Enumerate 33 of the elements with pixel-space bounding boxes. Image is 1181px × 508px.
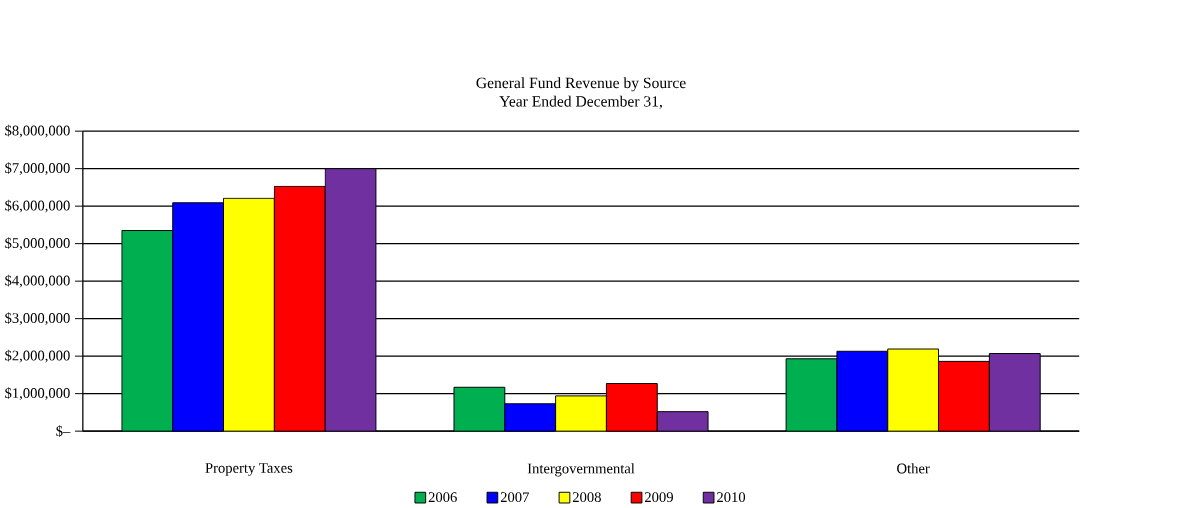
legend-label: 2006 bbox=[428, 492, 457, 503]
chart-subtitle: Year Ended December 31, bbox=[499, 95, 662, 109]
x-tick-label: Other bbox=[897, 463, 930, 474]
bar bbox=[453, 387, 505, 432]
y-tick-label: $– bbox=[56, 425, 71, 438]
bar bbox=[988, 353, 1041, 432]
y-tick-label: $7,000,000 bbox=[5, 162, 70, 176]
bar bbox=[273, 185, 326, 432]
bar bbox=[836, 350, 889, 432]
bar bbox=[504, 403, 556, 432]
bar bbox=[121, 230, 174, 432]
legend-label: 2008 bbox=[572, 492, 601, 503]
legend-label: 2010 bbox=[717, 492, 746, 503]
chart-title: General Fund Revenue by Source bbox=[476, 77, 686, 92]
bar bbox=[223, 197, 275, 432]
y-tick-label: $8,000,000 bbox=[5, 124, 70, 138]
bar bbox=[887, 348, 940, 432]
y-tick-label: $4,000,000 bbox=[5, 274, 70, 288]
y-tick-label: $1,000,000 bbox=[5, 387, 70, 401]
y-tick-label: $5,000,000 bbox=[5, 237, 70, 251]
bar bbox=[555, 395, 607, 432]
bar bbox=[785, 358, 838, 432]
legend-label: 2009 bbox=[644, 492, 673, 503]
bar bbox=[172, 202, 224, 432]
legend-label: 2007 bbox=[500, 492, 529, 503]
y-tick-label: $2,000,000 bbox=[5, 349, 70, 363]
bar bbox=[606, 383, 658, 432]
bar bbox=[324, 168, 377, 432]
y-tick-label: $6,000,000 bbox=[5, 199, 70, 213]
y-tick-label: $3,000,000 bbox=[5, 312, 70, 326]
x-tick-label: Intergovernmental bbox=[527, 463, 635, 477]
x-tick-label: Property Taxes bbox=[205, 463, 293, 476]
bar bbox=[938, 360, 990, 432]
